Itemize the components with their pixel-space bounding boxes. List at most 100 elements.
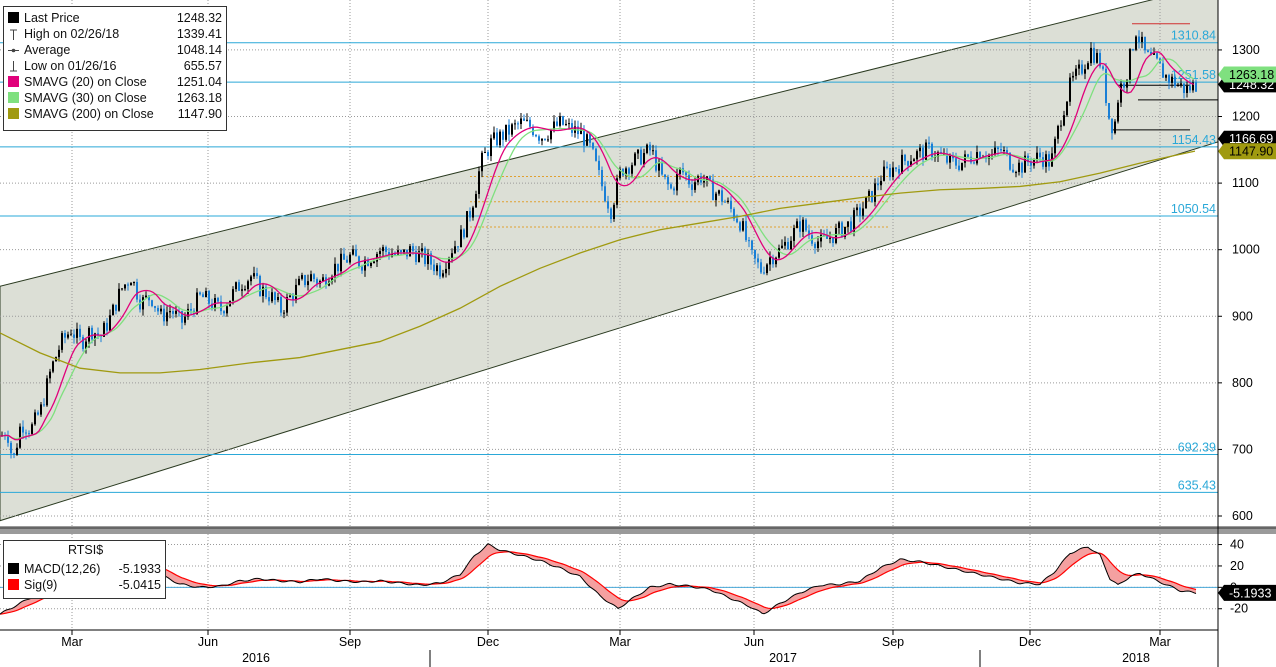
candle-body [31,424,33,434]
candle-body [1039,152,1041,158]
candle-body [634,153,636,166]
candle-body [703,181,705,183]
candle-body [742,221,744,231]
candle-body [430,253,432,265]
candle-body [7,436,9,443]
candle-body [262,286,264,297]
candle-body [139,299,141,310]
candle-body [844,226,846,238]
macd-title: RTSI$ [68,543,104,557]
candle-body [625,168,627,176]
candle-body [901,154,903,174]
macd-tick-label: 40 [1230,538,1244,552]
x-tick-label: Dec [477,635,499,649]
price-tag [1218,66,1276,83]
candle-body [499,131,501,146]
pane-divider[interactable] [0,526,1276,534]
candle-body [1054,138,1056,154]
candle-body [205,291,207,298]
price-tick-label: 1000 [1232,243,1260,257]
candle-body [838,222,840,229]
candle-body [877,183,879,186]
candle-body [439,265,441,277]
candle-body [451,253,453,259]
macd-panel [0,543,1218,615]
magenta-square-icon [8,76,19,87]
black-square-icon [8,563,19,574]
candle-body [736,218,738,223]
candle-body [658,163,660,171]
candle-body [1000,149,1002,151]
candle-body [34,412,36,425]
candle-body [670,184,672,189]
candle-body [529,119,531,127]
candle-body [958,165,960,170]
candle-body [154,306,156,308]
candle-body [247,281,249,290]
candle-body [175,310,177,314]
candle-body [163,308,165,322]
candle-body [760,262,762,273]
candle-body [43,404,45,406]
candle-body [22,426,24,433]
candle-body [1066,101,1068,116]
candle-body [775,257,777,265]
candle-body [217,298,219,302]
candle-body [418,251,420,263]
candle-body [661,163,663,175]
candle-body [649,144,651,151]
candle-body [280,297,282,313]
candle-body [58,349,60,358]
candle-body [352,249,354,255]
candle-body [160,308,162,312]
candle-body [970,156,972,163]
candle-body [685,172,687,176]
year-label: 2017 [769,651,797,665]
candle-body [1006,150,1008,153]
candle-body [1012,169,1014,173]
candle-body [40,404,42,415]
candle-body [478,171,480,195]
candle-body [1186,85,1188,93]
candle-body [73,334,75,338]
candle-body [796,221,798,228]
legend-signal: Sig(9) -5.0415 [8,577,161,593]
candle-body [721,190,723,202]
candle-body [550,129,552,140]
candle-body [1078,64,1080,69]
x-tick-label: Mar [61,635,83,649]
candle-body [184,316,186,323]
candle-body [619,168,621,179]
candle-body [1135,36,1137,50]
macd-tick-label: -20 [1230,602,1248,616]
candle-body [169,311,171,313]
candle-body [730,200,732,209]
candle-body [454,246,456,254]
candle-body [232,289,234,301]
candle-body [598,160,600,171]
candle-body [289,295,291,298]
candle-body [664,174,666,178]
candle-body [589,134,591,143]
candle-body [505,124,507,140]
candle-body [1075,68,1077,76]
candle-body [10,442,12,454]
candle-body [1144,36,1146,51]
candle-body [241,289,243,291]
candle-body [1087,63,1089,70]
candle-body [592,142,594,149]
candle-body [850,221,852,232]
candle-body [769,257,771,265]
candle-body [187,308,189,317]
legend-sma200: SMAVG (200) on Close 1147.90 [8,106,222,122]
candle-body [880,180,882,186]
candle-body [244,289,246,291]
candle-body [1138,36,1140,43]
signal-line [0,551,1197,615]
candle-body [892,167,894,178]
olive-square-icon [8,108,19,119]
level-label: 635.43 [1178,478,1216,492]
candle-body [340,253,342,272]
